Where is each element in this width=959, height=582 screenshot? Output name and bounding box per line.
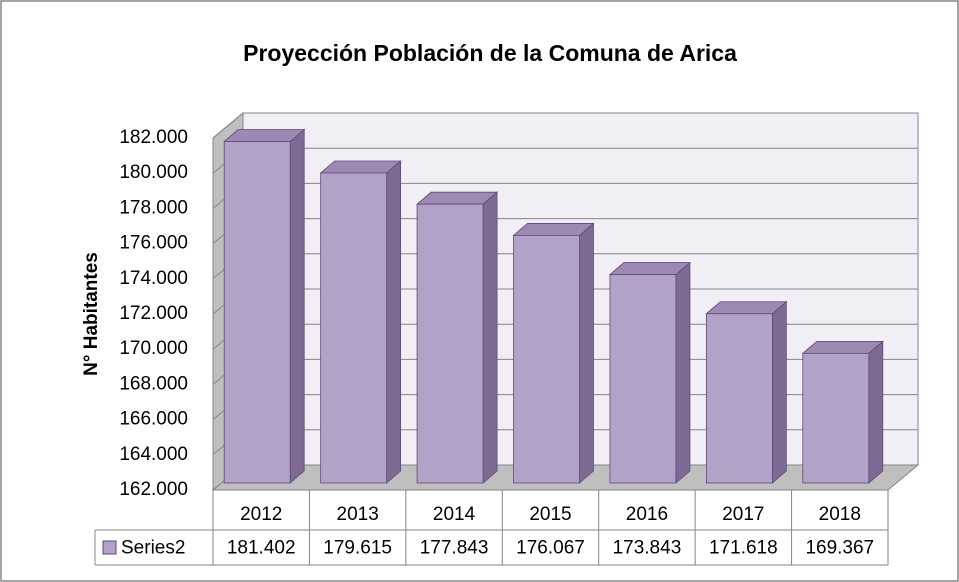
y-tick-label: 172.000 [119,303,188,324]
x-tick-label: 2015 [529,504,571,525]
x-tick-label: 2017 [722,504,764,525]
bar [320,172,388,484]
bar [609,274,677,484]
bar-top [512,223,595,236]
x-tick-label: 2012 [240,504,282,525]
chart-title: Proyección Población de la Comuna de Ari… [243,40,737,66]
bar [705,313,773,484]
data-label: 179.615 [323,538,392,559]
y-tick-label: 182.000 [119,127,188,148]
legend-label: Series2 [121,538,185,559]
bar-side [771,300,787,484]
x-tick-label: 2018 [819,504,861,525]
y-tick-label: 170.000 [119,338,188,359]
bar-side [675,261,691,484]
x-tick-label: 2013 [337,504,379,525]
bar-side [868,340,884,484]
bar [802,352,870,484]
y-tick-label: 166.000 [119,409,188,430]
y-tick-label: 174.000 [119,268,188,289]
x-tick-label: 2016 [626,504,668,525]
data-label: 181.402 [227,538,296,559]
bar-side [482,191,498,484]
x-tick-label: 2014 [433,504,476,525]
data-label: 171.618 [709,538,778,559]
bar-side [579,222,594,484]
y-axis-label: N° Habitantes [81,252,102,376]
bar-top [801,340,884,354]
bar-top [415,191,499,205]
bar [223,141,291,484]
y-tick-label: 164.000 [119,444,188,465]
y-tick-label: 180.000 [119,162,188,183]
y-tick-label: 162.000 [119,479,188,500]
data-label: 176.067 [516,538,585,559]
bar-top [223,129,306,142]
bar [416,203,484,484]
bar [513,235,580,484]
data-label: 169.367 [805,538,874,559]
bar-top [319,160,402,174]
y-tick-label: 178.000 [119,197,188,218]
y-tick-label: 168.000 [119,373,188,394]
bar-side [386,160,402,484]
data-label: 173.843 [613,538,682,559]
grid-line [212,112,918,139]
bar-side [289,128,305,484]
bar-top [705,301,788,315]
legend-swatch [102,540,117,555]
bar-top [608,262,692,275]
y-tick-label: 176.000 [119,233,188,254]
data-label: 177.843 [420,538,489,559]
